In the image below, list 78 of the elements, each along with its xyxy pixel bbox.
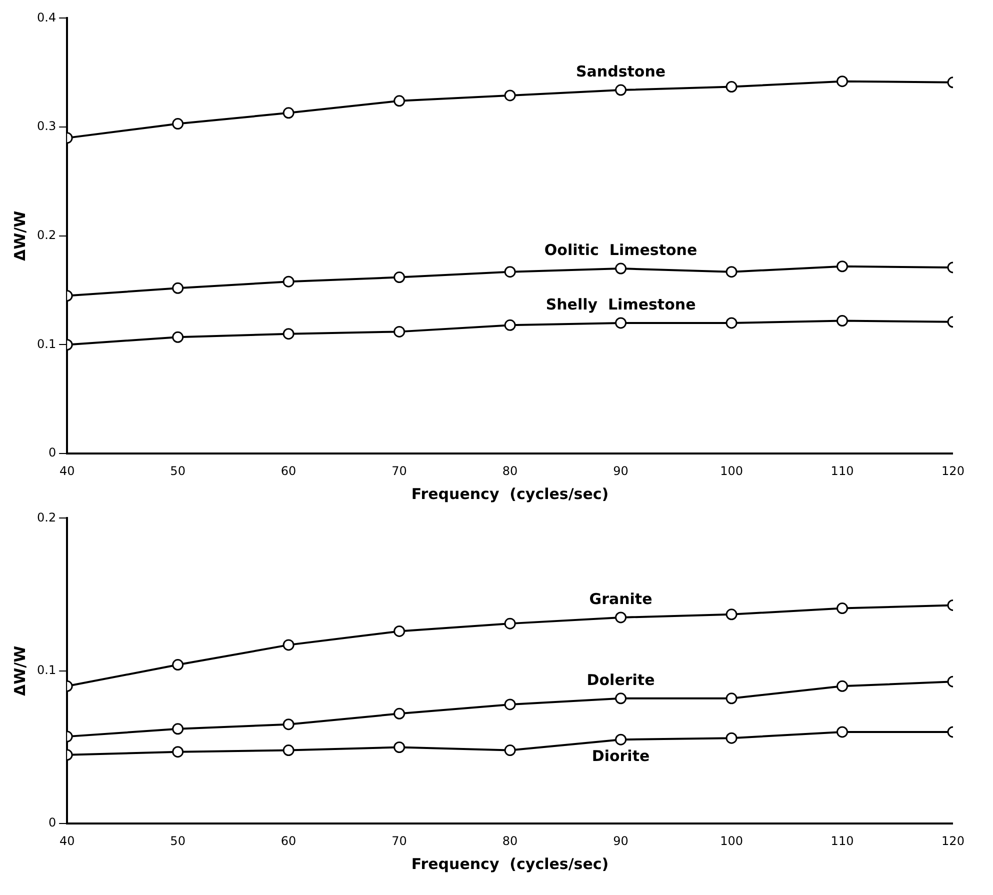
x-tick-label: 90 (613, 464, 628, 478)
point (172, 746, 184, 758)
point (282, 639, 294, 651)
point (172, 331, 184, 343)
point (394, 742, 406, 753)
series-label: Granite (589, 590, 652, 608)
point (615, 262, 627, 274)
y-axis-title: ΔW/W (10, 645, 29, 696)
point (504, 744, 516, 756)
x-tick-label: 80 (502, 834, 518, 848)
point (504, 266, 516, 278)
point (615, 317, 627, 329)
point (282, 276, 294, 288)
x-axis-title: Frequency (cycles/sec) (411, 484, 609, 503)
x-tick-label: 120 (942, 464, 964, 478)
series-label: Shelly Limestone (546, 295, 696, 314)
point (836, 680, 848, 692)
point (615, 612, 627, 624)
series-label: Sandstone (576, 62, 666, 80)
y-tick-label: 0.4 (36, 10, 56, 24)
x-axis-title: Frequency (cycles/sec) (411, 854, 609, 873)
point (504, 618, 516, 630)
point (282, 328, 294, 340)
x-tick-label: 110 (830, 464, 854, 478)
x-tick-label: 40 (59, 834, 75, 848)
series-label: Oolitic Limestone (544, 240, 698, 259)
point (726, 692, 738, 704)
point (726, 81, 738, 93)
x-tick-label: 110 (830, 834, 854, 848)
point (394, 95, 406, 107)
x-tick-label: 100 (720, 464, 743, 478)
point (504, 90, 516, 102)
point (615, 84, 627, 96)
point (394, 625, 406, 637)
point (836, 260, 848, 272)
x-tick-label: 60 (280, 834, 296, 848)
x-tick-label: 60 (280, 464, 296, 478)
x-tick-label: 50 (170, 834, 186, 848)
x-tick-label: 70 (392, 464, 407, 478)
point (726, 608, 738, 620)
point (504, 698, 516, 710)
point (282, 744, 294, 756)
point (836, 315, 848, 327)
point (394, 272, 406, 284)
series-label: Dolerite (586, 670, 655, 689)
x-tick-label: 100 (720, 834, 743, 848)
x-tick-label: 120 (942, 834, 964, 848)
x-tick-label: 40 (59, 464, 75, 478)
y-tick-label: 0.3 (36, 119, 56, 134)
series-label: Diorite (592, 747, 650, 766)
point (726, 317, 738, 329)
y-axis-title: ΔW/W (10, 210, 29, 261)
point (282, 107, 294, 119)
y-tick-label: 0 (48, 816, 56, 830)
point (836, 76, 848, 88)
point (172, 723, 184, 735)
point (394, 708, 406, 720)
point (394, 326, 406, 338)
point (172, 282, 184, 294)
point (836, 602, 848, 614)
point (615, 734, 627, 746)
point (282, 718, 294, 730)
point (172, 118, 184, 130)
point (172, 659, 184, 671)
x-tick-label: 70 (392, 834, 407, 848)
point (504, 319, 516, 331)
y-tick-label: 0 (48, 446, 56, 460)
y-tick-label: 0.1 (36, 663, 56, 678)
point (726, 266, 738, 278)
y-tick-label: 0.2 (36, 510, 56, 524)
x-tick-label: 90 (613, 834, 628, 848)
x-tick-label: 50 (170, 464, 186, 478)
y-tick-label: 0.2 (36, 228, 56, 242)
x-tick-label: 80 (502, 464, 518, 478)
point (726, 732, 738, 744)
y-tick-label: 0.1 (36, 336, 56, 351)
point (615, 692, 627, 704)
point (836, 726, 848, 738)
